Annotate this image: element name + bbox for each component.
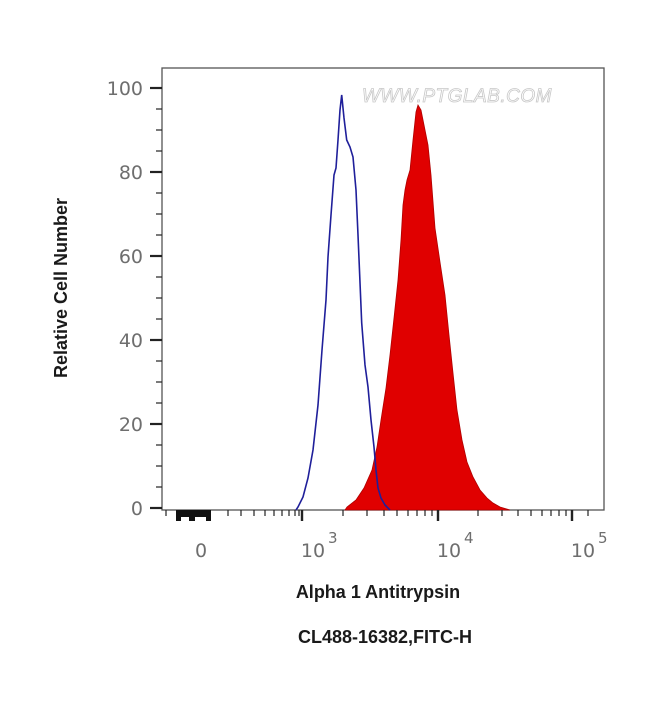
- x-tick-label: 10: [437, 540, 461, 562]
- y-tick-label: 80: [119, 162, 143, 184]
- x-axis: [165, 510, 589, 521]
- x-tick-label: 10: [571, 540, 595, 562]
- x-tick-label: 10: [301, 540, 325, 562]
- series-control-outline: [295, 94, 391, 511]
- y-tick-label: 20: [119, 414, 143, 436]
- y-tick-label: 40: [119, 330, 143, 352]
- x-tick-exponent: 4: [464, 529, 474, 547]
- y-axis: [150, 86, 162, 510]
- y-tick-label: 100: [107, 78, 143, 100]
- x-tick-label: 0: [195, 540, 207, 562]
- x-axis-title: Alpha 1 Antitrypsin: [296, 582, 460, 602]
- x-tick-exponent: 5: [598, 529, 608, 547]
- x-tick-exponent: 3: [328, 529, 338, 547]
- watermark: WWW.PTGLAB.COM: [362, 86, 552, 107]
- series-antibody-fill: [344, 104, 511, 511]
- y-tick-label: 0: [131, 498, 143, 520]
- y-tick-label: 60: [119, 246, 143, 268]
- x-axis-subtitle: CL488-16382,FITC-H: [298, 627, 472, 647]
- y-axis-title: Relative Cell Number: [51, 198, 71, 378]
